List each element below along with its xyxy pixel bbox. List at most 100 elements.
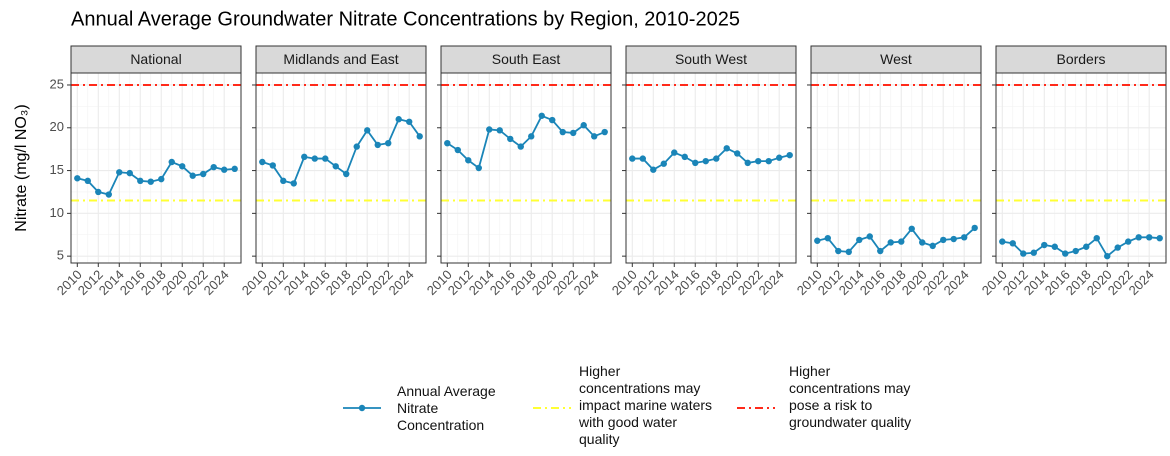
data-point (660, 160, 667, 167)
data-point (734, 150, 741, 157)
data-point (116, 169, 123, 176)
data-point (126, 169, 133, 177)
data-point (221, 166, 228, 173)
data-point (765, 157, 772, 165)
data-point (416, 133, 423, 140)
data-point (200, 170, 207, 178)
legend-label: Annual Average Nitrate Concentration (397, 383, 496, 433)
data-point (95, 188, 102, 196)
data-point (559, 128, 566, 136)
data-point (999, 238, 1006, 245)
data-point (961, 234, 968, 241)
data-point (1072, 247, 1079, 255)
data-point (835, 247, 842, 255)
data-point (231, 165, 238, 173)
series-line (446, 114, 606, 170)
data-point (940, 236, 947, 244)
data-point (702, 157, 709, 165)
data-point (1135, 234, 1142, 241)
data-point (786, 151, 793, 159)
series-line (77, 160, 235, 196)
data-point (406, 118, 413, 125)
data-point (856, 236, 863, 244)
panel-title: Borders (1056, 51, 1105, 67)
data-point (496, 127, 503, 134)
data-point (1009, 240, 1016, 247)
legend-label: Higher concentrations may impact marine … (579, 363, 713, 447)
data-point (1156, 234, 1163, 242)
data-point (723, 145, 730, 152)
panel-title: South East (492, 51, 561, 67)
series-line (817, 227, 976, 253)
data-point (1020, 250, 1027, 257)
chart-title: Annual Average Groundwater Nitrate Conce… (71, 8, 740, 30)
data-point (137, 177, 144, 185)
data-point (639, 155, 646, 162)
series-line (1002, 236, 1160, 258)
panel-strip (995, 45, 1167, 74)
data-point (824, 234, 831, 242)
data-point (465, 157, 472, 164)
x-tick-label: 2024 (571, 267, 602, 298)
data-point (1062, 250, 1069, 257)
data-point (580, 122, 587, 129)
data-point (929, 242, 936, 250)
data-point (570, 129, 577, 137)
data-point (919, 239, 926, 246)
data-point (385, 139, 392, 147)
data-point (290, 180, 297, 187)
data-point (444, 139, 451, 147)
data-point (454, 146, 461, 154)
y-tick-label: 10 (50, 205, 64, 220)
panel-strip (70, 45, 242, 74)
x-tick-label: 2024 (201, 267, 232, 298)
panel-strip (440, 45, 612, 74)
data-point (692, 159, 699, 167)
data-point (395, 116, 402, 123)
data-point (538, 112, 545, 119)
y-tick-label: 25 (50, 76, 64, 91)
data-point (528, 133, 535, 140)
panel-border (810, 72, 982, 264)
data-point (866, 233, 873, 240)
legend-key (358, 404, 366, 412)
panel-border (70, 72, 242, 264)
data-point (259, 158, 266, 166)
data-point (280, 177, 287, 185)
y-tick-label: 5 (57, 248, 64, 263)
data-point (1093, 234, 1100, 242)
x-tick-label: 2024 (1126, 267, 1157, 298)
data-point (517, 143, 524, 150)
panel-border (255, 72, 427, 264)
series-line (632, 147, 790, 171)
data-point (269, 162, 276, 169)
panel-title: National (130, 51, 181, 67)
x-tick-label: 2024 (386, 267, 417, 298)
data-point (147, 178, 154, 185)
data-point (950, 235, 957, 243)
x-tick-label: 2024 (756, 267, 787, 298)
data-point (311, 155, 318, 162)
data-point (814, 237, 821, 244)
data-point (776, 154, 783, 161)
data-point (629, 155, 636, 162)
data-point (189, 172, 196, 179)
data-point (158, 175, 165, 183)
data-point (713, 155, 720, 162)
data-point (105, 191, 112, 198)
data-point (908, 225, 915, 232)
data-point (601, 128, 608, 136)
data-point (1125, 238, 1132, 245)
data-point (507, 135, 514, 143)
data-point (1104, 252, 1111, 260)
panel-border (995, 72, 1167, 264)
data-point (210, 163, 217, 171)
data-point (755, 157, 762, 165)
data-point (168, 158, 175, 166)
data-point (549, 116, 556, 124)
data-point (650, 166, 657, 173)
panel-title: Midlands and East (283, 51, 398, 67)
data-point (1083, 243, 1090, 250)
